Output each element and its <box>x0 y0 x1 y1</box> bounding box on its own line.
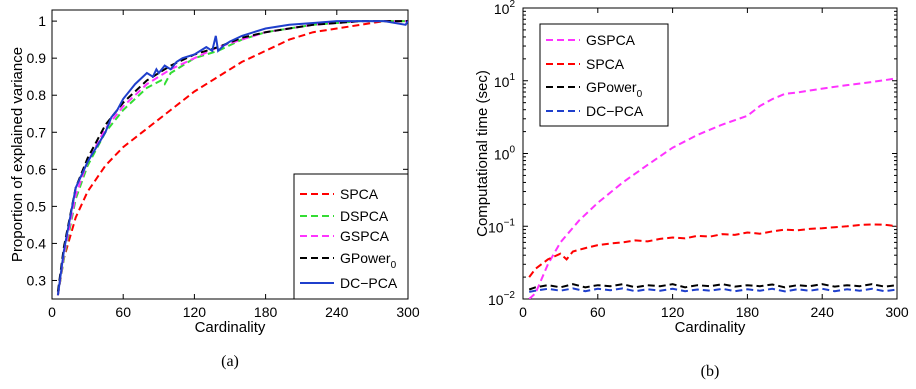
x-tick-label: 60 <box>115 304 131 320</box>
chart-a: 0 60 120 180 240 300 0.3 0.4 0.5 0.6 0.7 0.8 0.9 1 Car… <box>9 9 420 370</box>
legend-label: GPower0 <box>586 79 643 100</box>
legend: GSPCA SPCA GPower0 DC−PCA <box>539 23 669 127</box>
y-tick-label: 0.6 <box>27 161 47 177</box>
y-tick-label: 0.4 <box>27 235 47 251</box>
x-tick-label: 240 <box>325 304 349 320</box>
y-tick-label: 101 <box>494 72 516 90</box>
x-tick-label: 0 <box>519 304 527 320</box>
x-tick-label: 180 <box>254 304 278 320</box>
y-tick-label: 102 <box>494 0 516 17</box>
y-tick-label: 100 <box>494 145 516 163</box>
x-tick-label: 0 <box>48 304 56 320</box>
legend-label: SPCA <box>586 56 625 72</box>
legend-label: DSPCA <box>340 208 389 224</box>
series-line-spca <box>528 223 897 278</box>
x-tick-label: 240 <box>811 304 835 320</box>
y-tick-label: 1 <box>38 13 46 29</box>
series-line-gpower <box>528 283 897 291</box>
legend: SPCA DSPCA GSPCA GPower0 DC−PCA <box>293 173 409 300</box>
series-line-dspca <box>56 20 408 296</box>
legend-label: GPower0 <box>340 250 397 271</box>
x-tick-label: 300 <box>885 304 909 320</box>
x-axis-label: Cardinality <box>675 319 746 336</box>
y-tick-label: 0.8 <box>27 87 47 103</box>
series-line-gpower <box>56 20 408 292</box>
y-tick-label: 0.7 <box>27 124 47 140</box>
panel-caption: (a) <box>221 353 239 370</box>
y-tick-label: 0.5 <box>27 198 47 214</box>
y-tick-label: 0.3 <box>27 272 47 288</box>
legend-label: DC−PCA <box>586 103 644 119</box>
y-tick-label: 10−2 <box>488 290 515 308</box>
plot-frame <box>51 9 409 300</box>
y-tick-label: 0.9 <box>27 50 47 66</box>
x-tick-label: 300 <box>396 304 420 320</box>
legend-label: GSPCA <box>586 32 636 48</box>
x-tick-label: 180 <box>736 304 760 320</box>
x-tick-label: 60 <box>590 304 606 320</box>
chart-b: 0 60 120 180 240 300 10−2 10−1 100 101 102 Cardinal… <box>474 0 909 380</box>
y-axis-label: Computational time (sec) <box>474 70 491 237</box>
y-tick-label: 10−1 <box>488 217 515 235</box>
panel-caption: (b) <box>701 363 720 380</box>
series-line-dc-pca <box>56 20 408 296</box>
y-axis-label: Proportion of explained variance <box>9 47 26 262</box>
x-axis-label: Cardinality <box>195 319 266 336</box>
x-tick-label: 120 <box>183 304 207 320</box>
legend-label: DC−PCA <box>340 275 398 291</box>
legend-label: GSPCA <box>340 228 390 244</box>
series-line-gspca <box>528 77 897 299</box>
legend-label: SPCA <box>340 186 379 202</box>
series-line-spca <box>56 20 408 296</box>
x-tick-label: 120 <box>661 304 685 320</box>
series-line-dc-pca <box>529 287 897 293</box>
